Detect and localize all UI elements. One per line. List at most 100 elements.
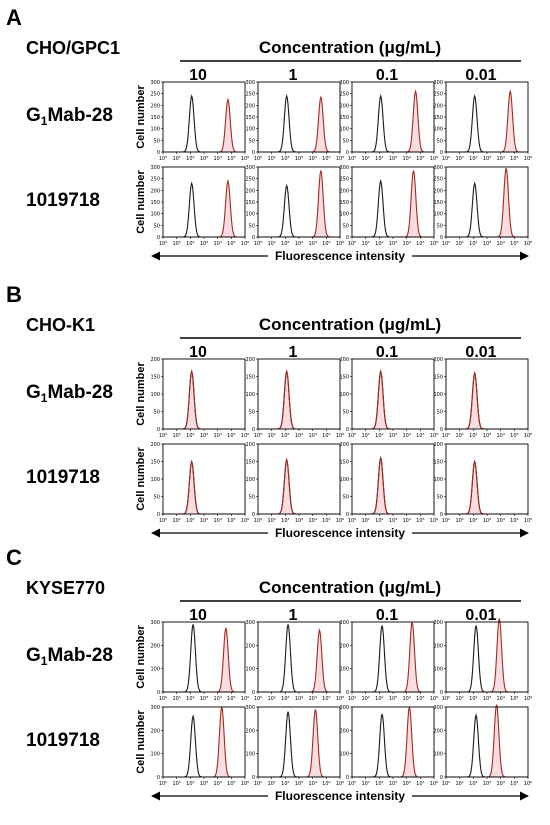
concentration-label: Concentration (μg/mL) (259, 315, 441, 334)
x-tick-label: 10⁴ (308, 518, 316, 524)
x-tick-label: 10¹ (172, 696, 180, 702)
y-tick-label: 150 (245, 200, 255, 206)
y-tick-label: 0 (346, 235, 349, 241)
x-tick-label: 10¹ (172, 781, 180, 787)
x-tick-label: 10⁶ (524, 781, 532, 787)
antibody-curve (352, 706, 434, 778)
x-tick-label: 10² (469, 781, 477, 787)
plot-frame (257, 443, 341, 515)
x-tick-label: 10⁰ (254, 241, 262, 247)
plot-frame (257, 706, 341, 778)
histogram-B-1-2: 0 50 100 150 200 10⁰ 10¹ 10² 10³ 10⁴ 10⁵ 10⁶ (245, 357, 344, 439)
control-curve (163, 369, 245, 430)
plot-frame (162, 358, 246, 430)
histogram-B-2-2: 0 50 100 150 200 10⁰ 10¹ 10² 10³ 10⁴ 10⁵ 10⁶ (245, 442, 344, 524)
y-tick-label: 100 (433, 127, 443, 133)
x-tick-label: 10¹ (172, 156, 180, 162)
control-curve (352, 94, 434, 153)
x-tick-label: 10⁰ (348, 156, 356, 162)
y-tick-label: 0 (157, 690, 160, 696)
concentration-label: Concentration (μg/mL) (259, 38, 441, 57)
control-curve (446, 181, 528, 238)
y-tick-label: 100 (339, 477, 349, 483)
x-tick-label: 10³ (483, 781, 491, 787)
y-tick-label: 150 (150, 460, 160, 466)
x-tick-label: 10⁶ (524, 241, 532, 247)
antibody-fill (258, 709, 340, 777)
x-tick-label: 10⁴ (402, 241, 410, 247)
antibody-curve (352, 621, 434, 693)
x-tick-label: 10⁴ (213, 241, 221, 247)
x-tick-label: 10⁵ (510, 518, 518, 524)
x-tick-label: 10¹ (172, 518, 180, 524)
x-tick-label: 10⁴ (402, 156, 410, 162)
x-tick-label: 10³ (389, 433, 397, 439)
y-tick-label: 50 (249, 223, 255, 229)
histogram-B-1-4: 0 50 100 150 200 10⁰ 10¹ 10² 10³ 10⁴ 10⁵ 10⁶ (433, 357, 532, 439)
x-axis-label: Fluorescence intensity (275, 526, 405, 540)
plot-frame (445, 166, 529, 238)
x-tick-label: 10⁵ (322, 781, 330, 787)
x-tick-label: 10⁰ (442, 241, 450, 247)
x-tick-label: 10⁰ (159, 241, 167, 247)
x-tick-label: 10⁴ (402, 518, 410, 524)
control-curve (352, 456, 434, 515)
x-tick-label: 10⁰ (442, 156, 450, 162)
x-tick-label: 10² (469, 241, 477, 247)
y-tick-label: 200 (433, 643, 443, 649)
x-tick-label: 10⁶ (336, 241, 344, 247)
y-tick-label: 100 (339, 752, 349, 758)
x-tick-label: 10⁶ (430, 696, 438, 702)
plot-frame (445, 358, 529, 430)
y-tick-label: 150 (433, 460, 443, 466)
y-tick-label: 100 (433, 212, 443, 218)
x-tick-label: 10² (281, 433, 289, 439)
histogram-C-1-3: 0 100 200 300 10⁰ 10¹ 10² 10³ 10⁴ 10⁵ 10⁶ (339, 620, 438, 702)
y-tick-label: 0 (440, 235, 443, 241)
x-tick-label: 10⁰ (254, 696, 262, 702)
x-tick-label: 10⁴ (496, 781, 504, 787)
x-tick-label: 10² (375, 156, 383, 162)
plot-frame (351, 358, 435, 430)
x-tick-label: 10¹ (172, 241, 180, 247)
x-tick-label: 10² (186, 156, 194, 162)
x-tick-label: 10¹ (267, 518, 275, 524)
x-tick-label: 10⁶ (430, 781, 438, 787)
plot-frame (351, 81, 435, 153)
x-tick-label: 10⁵ (416, 156, 424, 162)
x-tick-label: 10⁶ (241, 156, 249, 162)
y-tick-label: 200 (339, 643, 349, 649)
x-tick-label: 10⁵ (227, 781, 235, 787)
y-tick-label: 100 (339, 127, 349, 133)
y-tick-label: 150 (245, 115, 255, 121)
y-tick-label: 250 (150, 92, 160, 98)
y-tick-label: 200 (433, 442, 443, 448)
antibody-curve (446, 618, 528, 693)
x-tick-label: 10¹ (267, 156, 275, 162)
x-tick-label: 10⁴ (213, 433, 221, 439)
y-tick-label: 300 (245, 705, 255, 711)
concentration-10: 10 (189, 344, 207, 361)
y-tick-label: 250 (245, 92, 255, 98)
x-tick-label: 10¹ (455, 696, 463, 702)
x-tick-label: 10⁴ (402, 696, 410, 702)
control-curve (446, 625, 528, 693)
concentration-10: 10 (189, 67, 207, 84)
x-tick-label: 10⁵ (510, 781, 518, 787)
concentration-1: 1 (289, 67, 298, 84)
x-tick-label: 10³ (295, 433, 303, 439)
y-tick-label: 50 (343, 410, 349, 416)
antibody-curve (446, 371, 528, 430)
x-tick-label: 10⁴ (402, 433, 410, 439)
y-tick-label: 200 (339, 728, 349, 734)
panel-letter: B (6, 282, 22, 307)
antibody-curve (258, 369, 340, 430)
x-tick-label: 10⁶ (524, 156, 532, 162)
x-tick-label: 10⁰ (159, 696, 167, 702)
y-tick-label: 200 (245, 103, 255, 109)
antibody-curve (258, 95, 340, 153)
x-tick-label: 10⁴ (213, 781, 221, 787)
x-tick-label: 10⁰ (348, 433, 356, 439)
antibody-curve (446, 704, 528, 778)
